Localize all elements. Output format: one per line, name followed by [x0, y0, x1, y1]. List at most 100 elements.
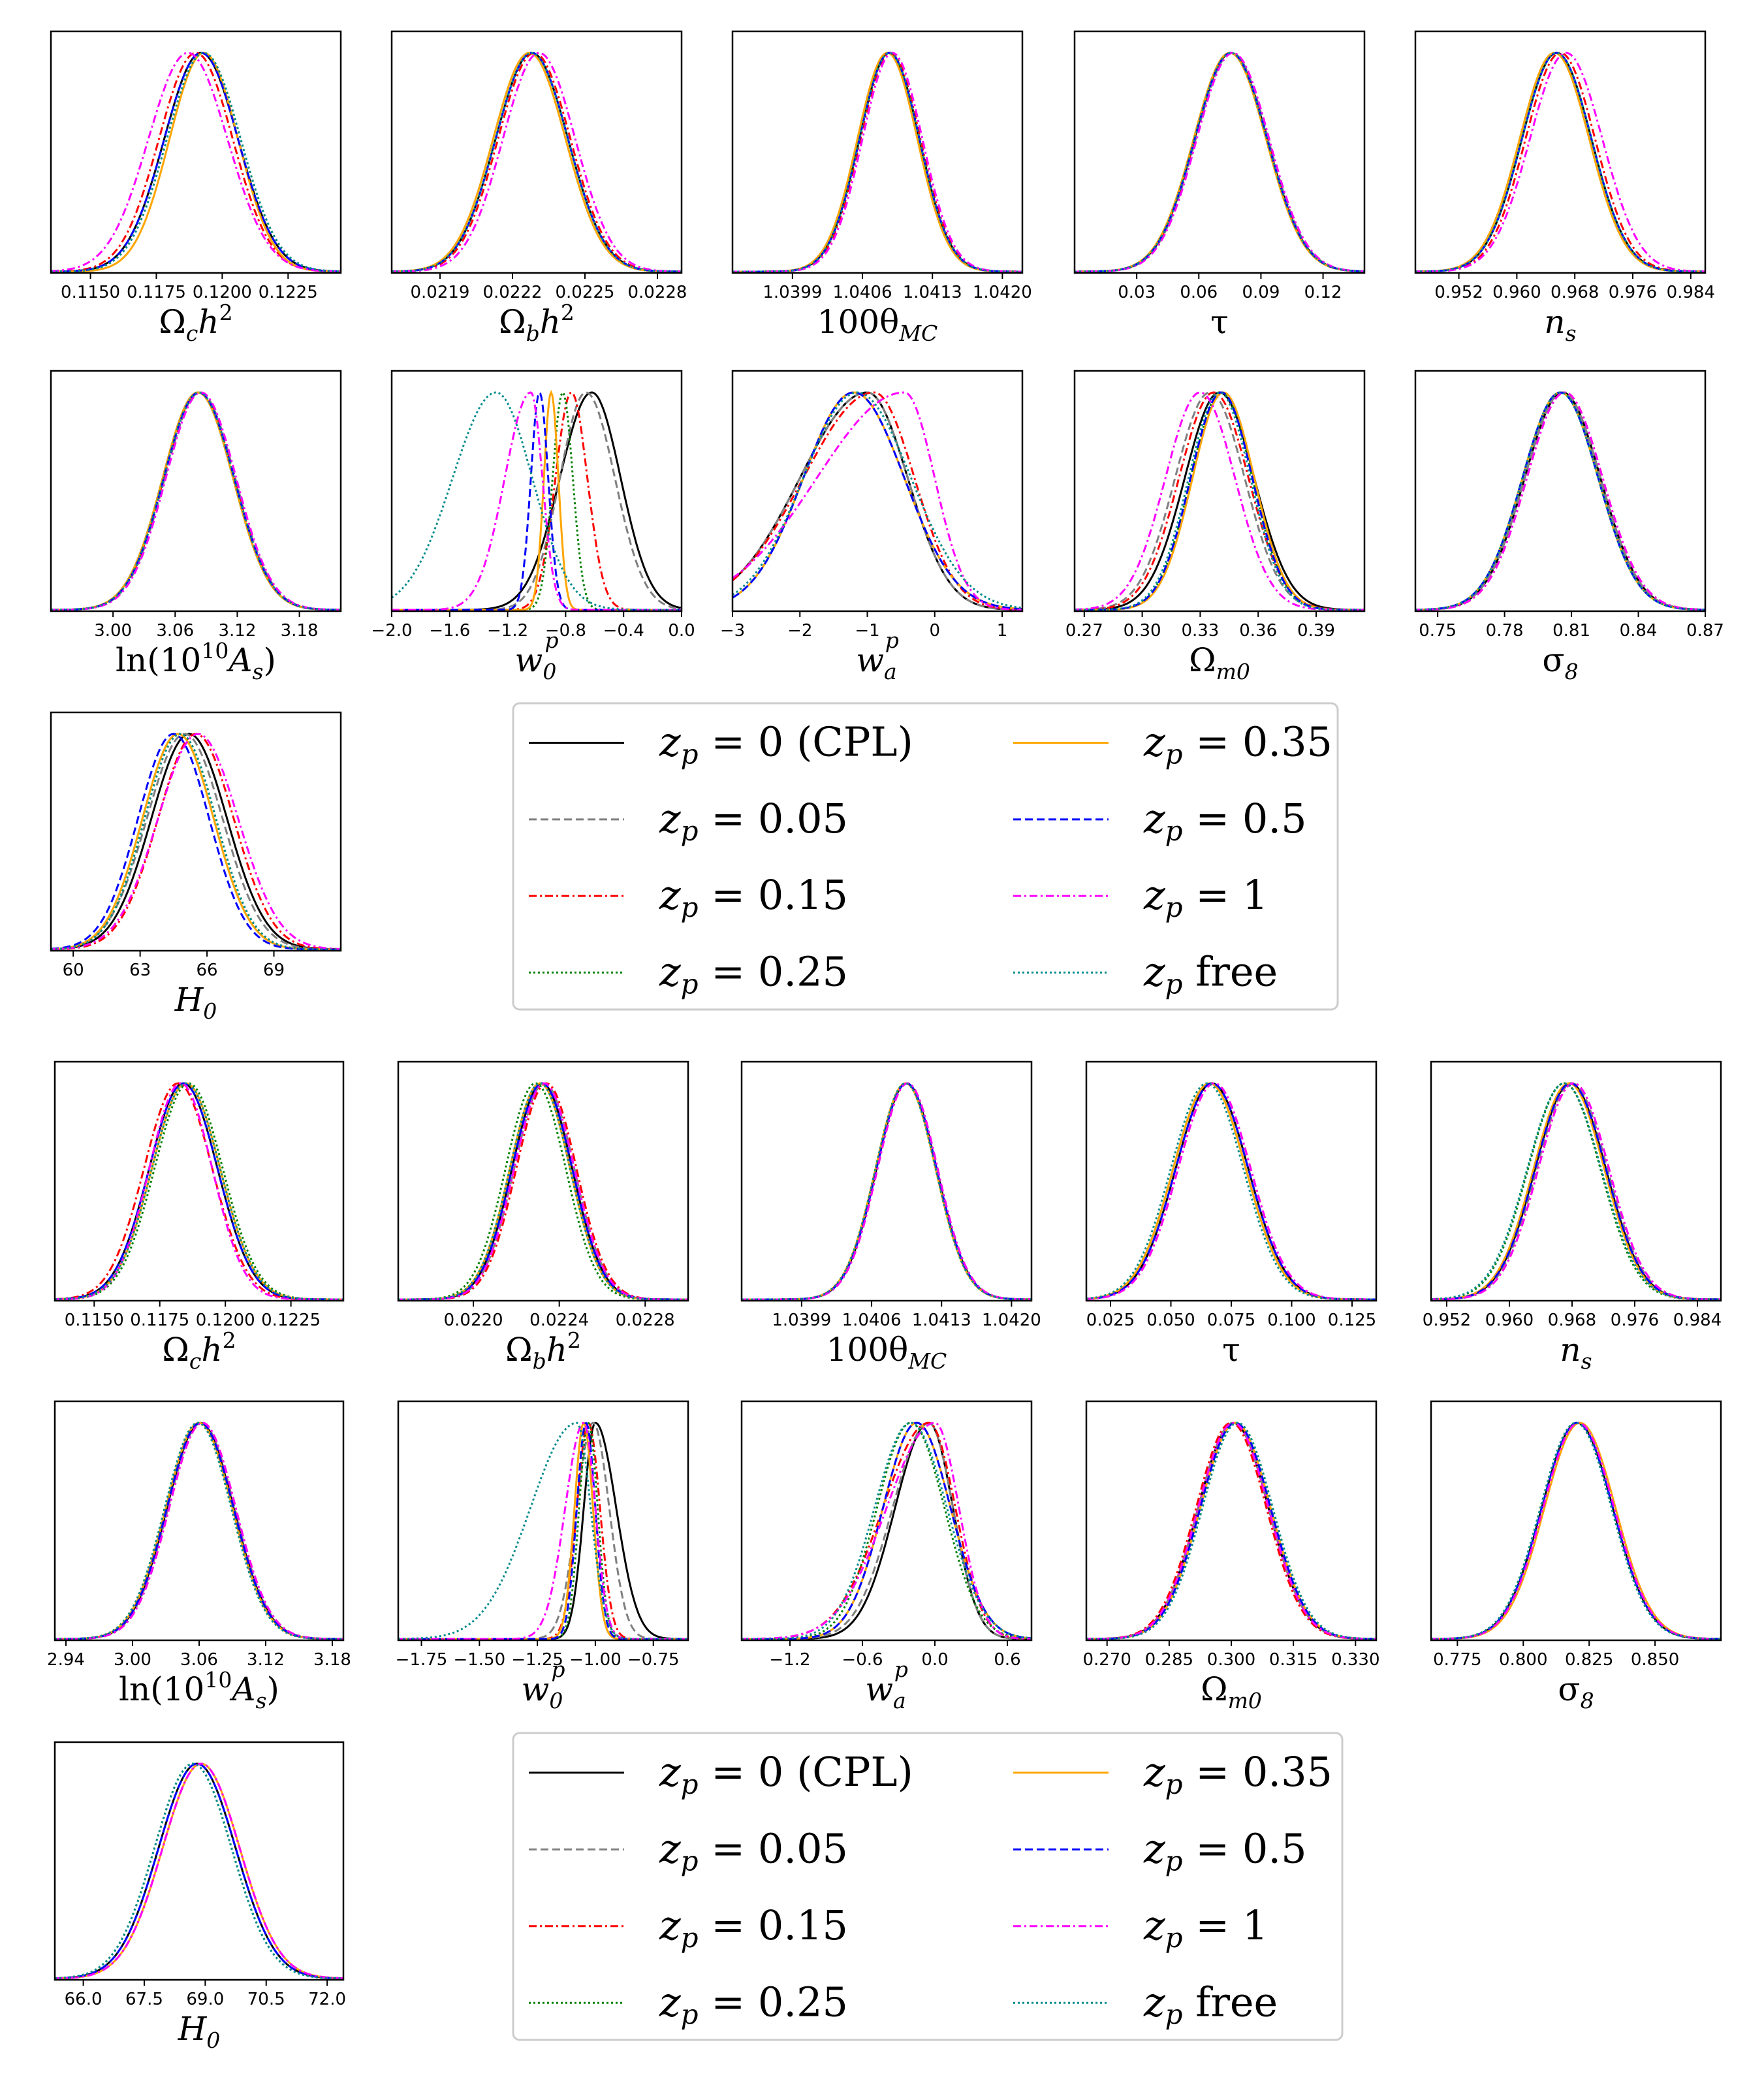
x-tick-label: 3.06	[156, 621, 194, 641]
x-tick-label: 3.06	[180, 1650, 218, 1670]
series-curve-z035	[1415, 52, 1705, 273]
x-tick-label: 1.0413	[912, 1311, 971, 1330]
series-curve-free	[1431, 1082, 1721, 1301]
series-curve-z05	[732, 52, 1022, 273]
series-curve-z1	[742, 1422, 1032, 1640]
series-curve-z1	[55, 1762, 343, 1980]
series-curve-z035	[398, 1082, 688, 1301]
series-curve-z025	[742, 1422, 1032, 1640]
series-curve-z005	[1431, 1422, 1721, 1640]
panel: 3.00 3.06 3.12 3.18	[50, 370, 342, 641]
series-curve-free	[1075, 52, 1364, 273]
axis-label: Ωbh2	[499, 300, 575, 346]
x-tick-label: 72.0	[308, 1990, 346, 2009]
x-tick-label: 0.1175	[127, 283, 186, 302]
legend-label: zp = 0.15	[659, 1901, 848, 1954]
series-curve-free	[1086, 1082, 1376, 1301]
series-curve-z1	[398, 1082, 688, 1301]
series-curve-z05	[392, 391, 682, 611]
x-tick-label: 0.270	[1082, 1650, 1131, 1670]
x-tick-label: 0.0219	[411, 283, 470, 302]
series-curve-z05	[51, 52, 341, 273]
series-curve-CPL	[1430, 1082, 1721, 1301]
legend-frame	[512, 1732, 1344, 2041]
x-tick-label: 0.81	[1552, 621, 1590, 641]
series-curve-z015	[50, 52, 341, 273]
x-tick-label: 1.0413	[903, 283, 962, 302]
panel-frame	[740, 1060, 1033, 1302]
series-curve-z015	[1431, 1422, 1721, 1640]
series-curve-CPL	[732, 391, 1022, 611]
series-curve-CPL	[1075, 391, 1364, 611]
axis-label: w0p	[522, 1657, 565, 1713]
x-tick-label: −1.00	[569, 1650, 622, 1670]
series-curve-free	[392, 52, 682, 273]
panel-frame	[54, 1060, 345, 1302]
series-curve-z015	[1431, 1082, 1721, 1301]
x-tick-label: 0.87	[1686, 621, 1724, 641]
series-curve-CPL	[1415, 52, 1705, 273]
series-curve-z1	[732, 391, 1022, 611]
series-curve-z025	[392, 391, 682, 611]
legend-label: zp = 0 (CPL)	[659, 1748, 913, 1800]
legend-frame	[512, 702, 1339, 1011]
series-curve-z005	[1075, 391, 1364, 611]
series-curve-z05	[732, 391, 1023, 611]
series-curve-CPL	[1075, 52, 1364, 273]
x-tick-label: 67.5	[125, 1990, 163, 2009]
legend-label: zp = 1	[1143, 871, 1268, 923]
x-tick-label: 0.075	[1207, 1311, 1255, 1330]
panel-frame	[731, 30, 1024, 274]
x-tick-label: 0.850	[1631, 1650, 1679, 1670]
axis-label: w0p	[515, 628, 559, 684]
series-curve-z005	[1086, 1082, 1376, 1301]
legend-label: zp = 0.15	[659, 871, 848, 923]
x-tick-label: 0.976	[1611, 1311, 1659, 1330]
x-tick-label: 0.330	[1331, 1650, 1379, 1670]
series-curve-CPL	[1431, 1422, 1721, 1640]
axis-label: ns	[1560, 1331, 1592, 1374]
series-curve-z005	[732, 391, 1022, 611]
series-curve-z015	[51, 733, 341, 951]
series-curve-z05	[398, 1422, 688, 1640]
x-tick-label: 0.0225	[556, 283, 615, 302]
axis-label: wap	[856, 628, 899, 684]
x-tick-label: 0.03	[1118, 283, 1156, 302]
series-curve-z025	[732, 391, 1023, 611]
x-tick-label: 0.0220	[444, 1311, 503, 1330]
series-curve-z05	[392, 52, 682, 273]
legend-label: zp = 0.05	[659, 1824, 848, 1877]
series-curve-free	[1415, 391, 1706, 611]
series-curve-free	[55, 1422, 343, 1640]
series-curve-z05	[55, 1082, 343, 1301]
series-curve-z015	[742, 1082, 1032, 1301]
legend-label: zp free	[1143, 947, 1278, 1000]
series-curve-z1	[392, 52, 682, 273]
series-curve-z015	[732, 391, 1022, 611]
series-curve-z05	[1431, 1422, 1721, 1640]
series-curve-z035	[1086, 1082, 1376, 1301]
x-tick-label: 1.0399	[763, 283, 822, 302]
x-tick-label: 0.825	[1565, 1650, 1613, 1670]
legend-label: zp free	[1143, 1978, 1278, 2030]
legend-label: zp = 0.25	[659, 1978, 848, 2030]
x-tick-label: 0.125	[1328, 1311, 1376, 1330]
series-curve-z1	[50, 52, 341, 273]
panel: 0.75 0.78 0.81 0.84 0.87	[1414, 370, 1724, 641]
x-tick-label: 0.960	[1492, 283, 1541, 302]
axis-label: H0	[174, 981, 217, 1024]
legend-label: zp = 0.5	[1143, 795, 1307, 847]
x-tick-label: 0.78	[1486, 621, 1524, 641]
x-tick-label: 69	[263, 961, 285, 980]
panel-frame	[54, 1741, 345, 1981]
series-curve-z005	[732, 52, 1022, 273]
x-tick-label: 1.0399	[772, 1311, 831, 1330]
series-curve-z005	[55, 1422, 343, 1640]
series-curve-free	[51, 52, 341, 273]
panel: −2.0 −1.6 −1.2 −0.8 −0.4 0.0	[371, 370, 695, 641]
x-tick-label: 0.300	[1207, 1650, 1255, 1670]
panel: 0.03 0.06 0.09 0.12	[1073, 30, 1366, 302]
series-curve-free	[1431, 1422, 1721, 1640]
series-curve-z035	[51, 52, 341, 273]
